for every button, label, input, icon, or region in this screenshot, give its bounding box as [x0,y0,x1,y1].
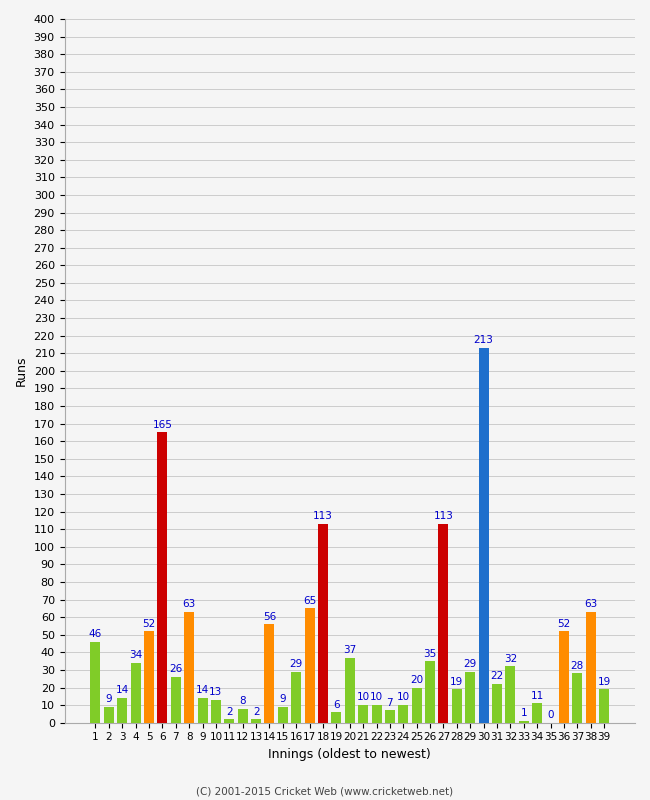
Text: 35: 35 [423,649,437,658]
Text: 19: 19 [597,677,611,686]
Bar [532,703,542,722]
Text: 11: 11 [530,690,544,701]
Text: 34: 34 [129,650,142,660]
Text: 1: 1 [521,708,527,718]
Text: 8: 8 [239,696,246,706]
Bar [265,624,274,722]
X-axis label: Innings (oldest to newest): Innings (oldest to newest) [268,748,431,761]
Bar [184,612,194,722]
Bar [117,698,127,722]
Text: 26: 26 [169,664,183,674]
Text: (C) 2001-2015 Cricket Web (www.cricketweb.net): (C) 2001-2015 Cricket Web (www.cricketwe… [196,786,454,796]
Text: 52: 52 [557,618,571,629]
Text: 14: 14 [116,686,129,695]
Text: 14: 14 [196,686,209,695]
Text: 37: 37 [343,645,356,655]
Bar [465,672,475,722]
Bar [505,666,515,722]
Text: 2: 2 [226,706,233,717]
Bar [385,710,395,722]
Text: 63: 63 [584,599,597,610]
Text: 213: 213 [474,335,493,346]
Bar [211,700,221,722]
Bar [358,705,368,722]
Text: 0: 0 [547,710,554,720]
Bar [398,705,408,722]
Bar [332,712,341,722]
Text: 29: 29 [463,659,477,669]
Text: 7: 7 [387,698,393,708]
Text: 20: 20 [410,675,423,685]
Y-axis label: Runs: Runs [15,356,28,386]
Text: 65: 65 [303,596,317,606]
Bar [251,719,261,722]
Text: 2: 2 [253,706,259,717]
Bar [599,690,609,722]
Bar [559,631,569,722]
Text: 113: 113 [313,511,333,522]
Bar [492,684,502,722]
Bar [572,674,582,722]
Text: 9: 9 [105,694,112,704]
Text: 10: 10 [396,693,410,702]
Text: 22: 22 [490,671,504,682]
Text: 165: 165 [153,420,172,430]
Text: 46: 46 [89,629,102,639]
Text: 10: 10 [357,693,370,702]
Bar [344,658,355,722]
Text: 9: 9 [280,694,286,704]
Text: 63: 63 [183,599,196,610]
Text: 29: 29 [290,659,303,669]
Bar [425,661,435,722]
Bar [519,721,528,722]
Bar [90,642,101,722]
Bar [452,690,462,722]
Bar [224,719,235,722]
Bar [305,608,315,722]
Bar [104,707,114,722]
Bar [439,524,448,722]
Bar [238,709,248,722]
Bar [318,524,328,722]
Text: 32: 32 [504,654,517,664]
Text: 113: 113 [434,511,454,522]
Text: 56: 56 [263,611,276,622]
Bar [198,698,207,722]
Bar [131,663,140,722]
Text: 10: 10 [370,693,383,702]
Bar [411,687,422,722]
Bar [586,612,595,722]
Bar [291,672,301,722]
Text: 28: 28 [571,661,584,671]
Bar [171,677,181,722]
Text: 52: 52 [142,618,155,629]
Text: 19: 19 [450,677,463,686]
Bar [372,705,382,722]
Bar [278,707,288,722]
Bar [144,631,154,722]
Text: 6: 6 [333,699,340,710]
Bar [157,433,168,722]
Text: 13: 13 [209,687,222,698]
Bar [478,348,489,722]
